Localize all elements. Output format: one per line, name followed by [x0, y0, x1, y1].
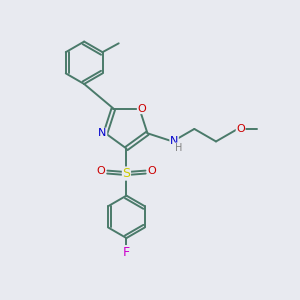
- Text: N: N: [98, 128, 107, 138]
- Text: H: H: [176, 143, 183, 153]
- Text: O: O: [97, 166, 105, 176]
- Text: O: O: [137, 103, 146, 114]
- Text: F: F: [123, 246, 130, 259]
- Text: S: S: [122, 167, 130, 180]
- Text: N: N: [170, 136, 178, 146]
- Text: O: O: [148, 166, 156, 176]
- Text: O: O: [236, 124, 245, 134]
